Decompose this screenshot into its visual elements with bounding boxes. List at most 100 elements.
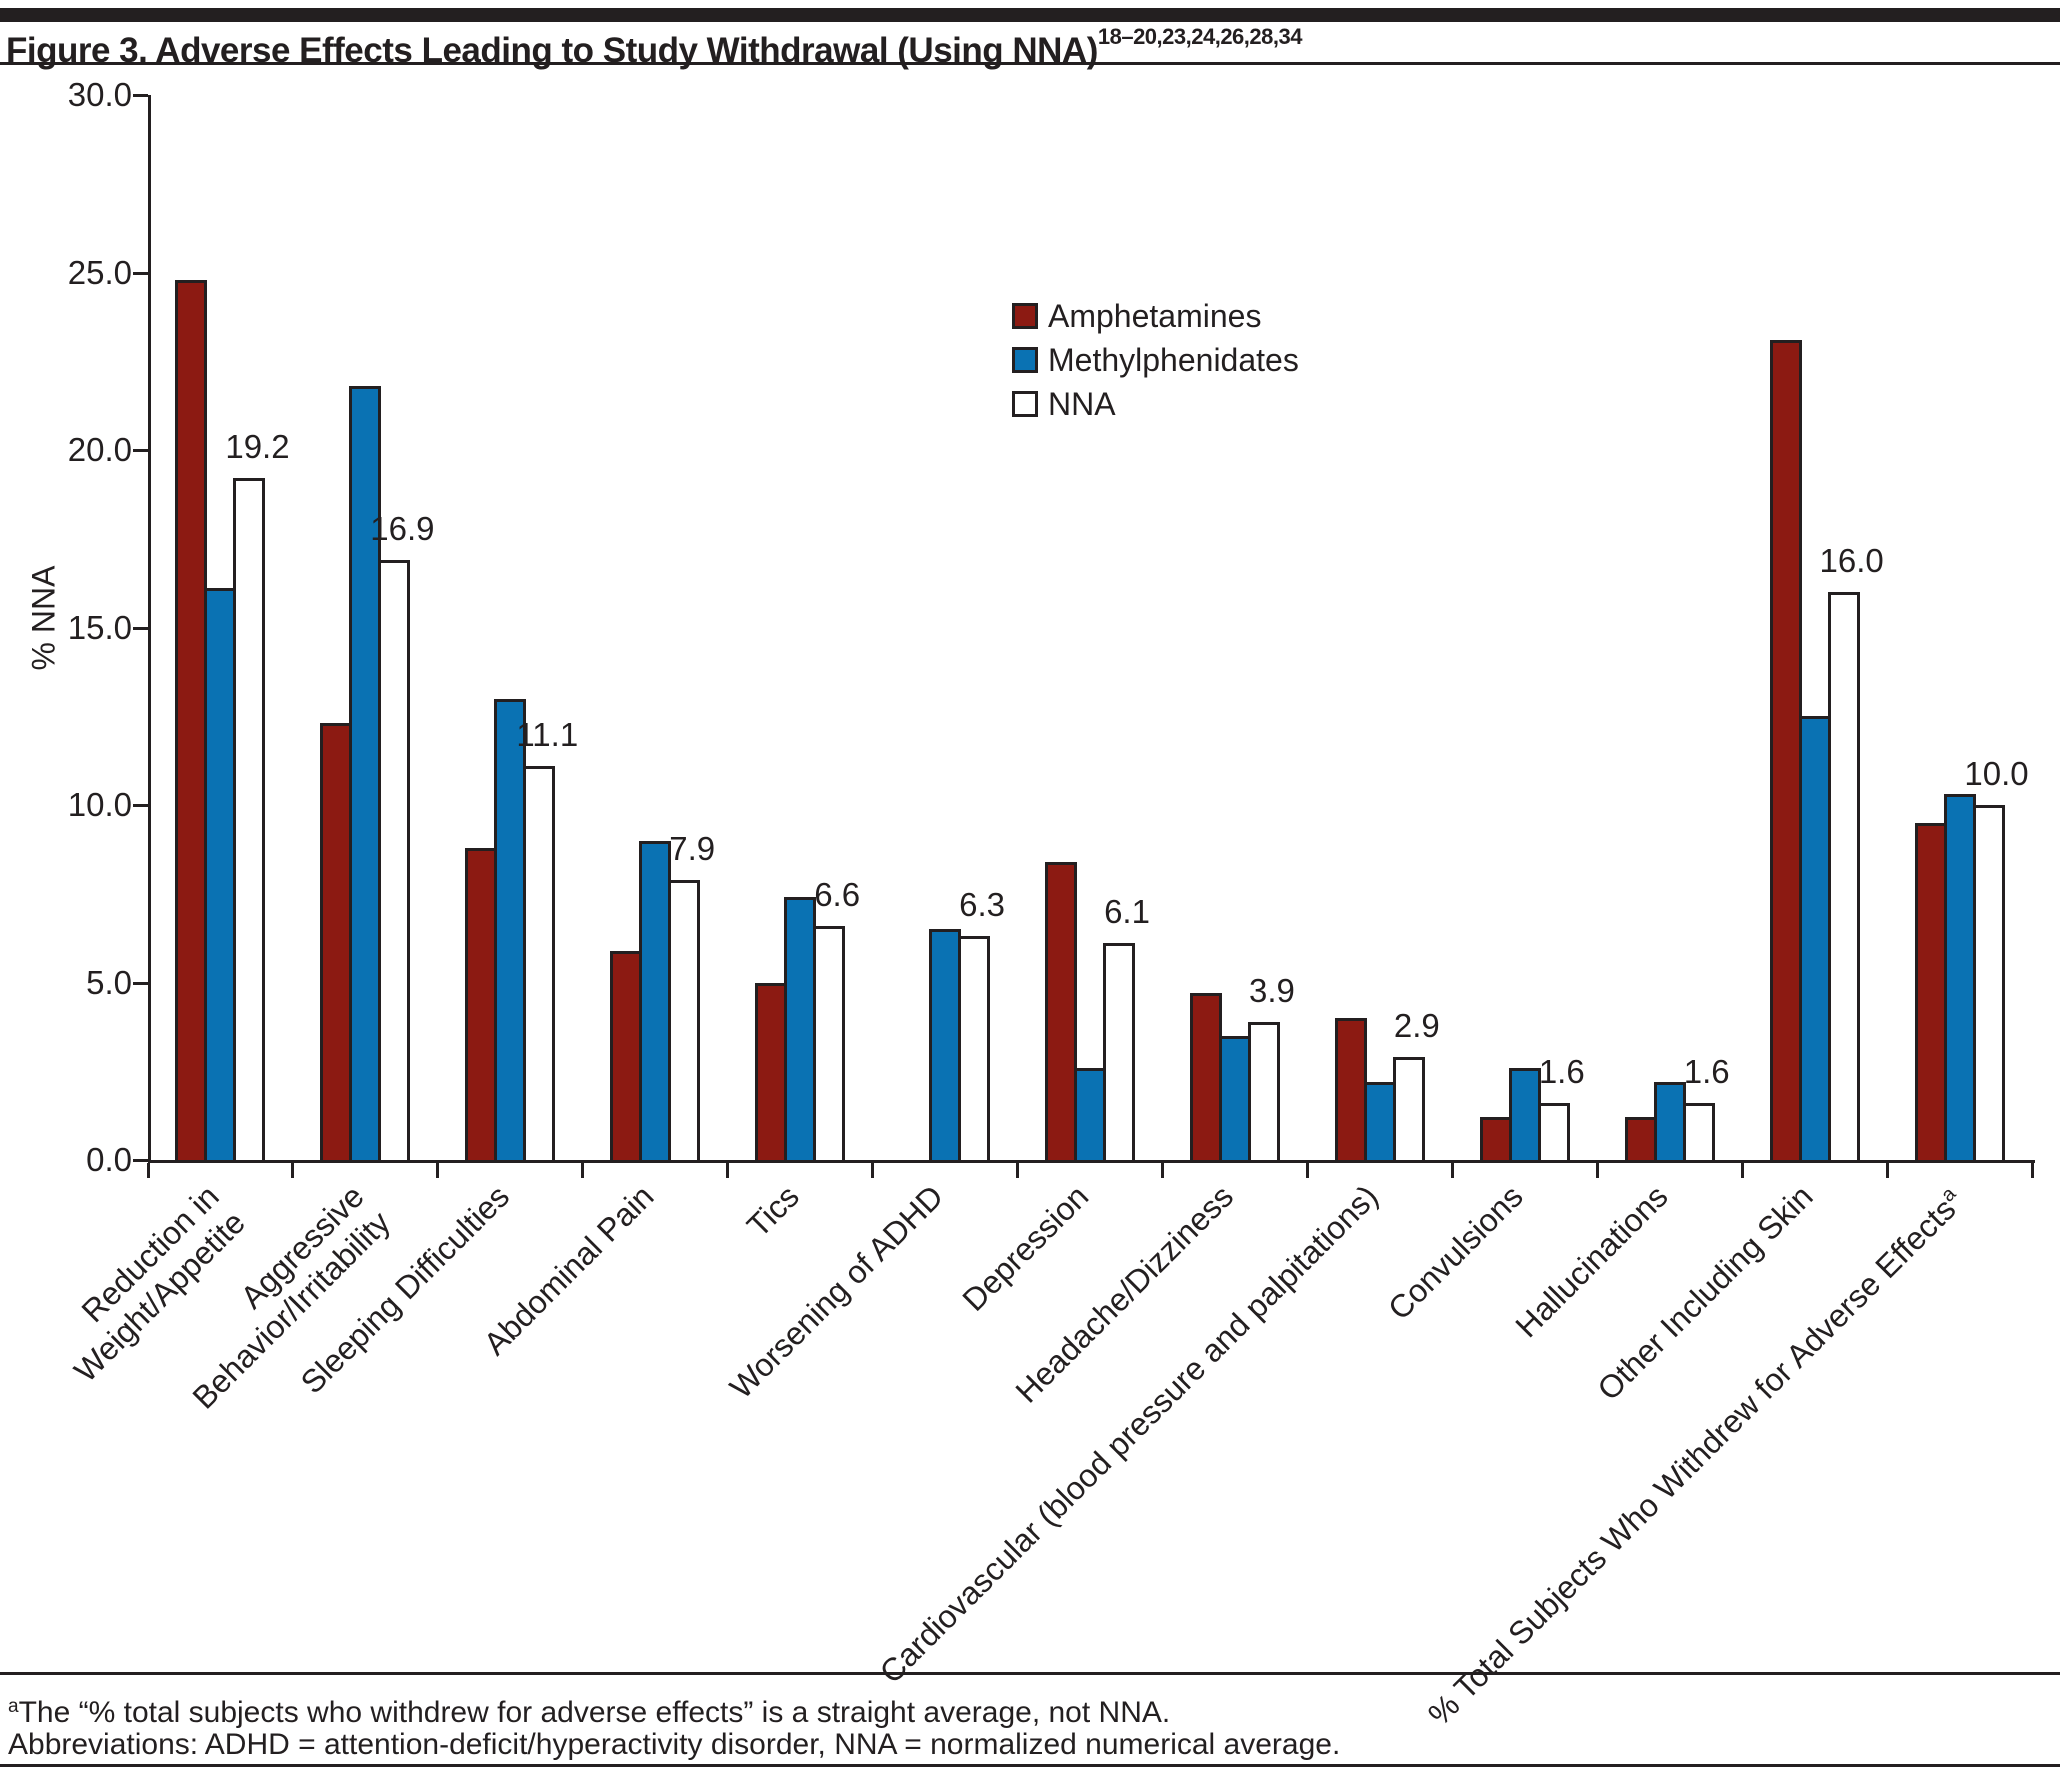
figure-title-citations: 18–20,23,24,26,28,34 bbox=[1097, 24, 1303, 49]
bar-amphetamines-4 bbox=[755, 982, 788, 1163]
y-tick-label: 25.0 bbox=[67, 253, 132, 291]
nna-value-label-1: 16.9 bbox=[370, 510, 435, 548]
footnote: aThe “% total subjects who withdrew for … bbox=[8, 1688, 1170, 1731]
footnote-top-rule bbox=[0, 1672, 2060, 1675]
bar-nna-6 bbox=[1103, 943, 1135, 1163]
bar-amphetamines-10 bbox=[1624, 1117, 1657, 1163]
bar-nna-5 bbox=[958, 936, 991, 1163]
legend-label-nna: NNA bbox=[1048, 386, 1116, 422]
x-axis-tick bbox=[1016, 1163, 1020, 1178]
nna-value-label-9: 1.6 bbox=[1538, 1053, 1585, 1091]
nna-value-label-10: 1.6 bbox=[1683, 1053, 1730, 1091]
nna-value-label-12: 10.0 bbox=[1964, 755, 2029, 792]
x-axis-tick bbox=[726, 1163, 730, 1178]
x-axis-category-label-6: Depression bbox=[955, 1178, 1096, 1318]
y-tick-label: 10.0 bbox=[67, 786, 132, 823]
bar-methylphenidates-3 bbox=[639, 840, 672, 1163]
legend-item-nna: NNA bbox=[1012, 388, 1299, 420]
nna-value-label-6: 6.1 bbox=[1104, 893, 1150, 931]
bar-methylphenidates-8 bbox=[1363, 1081, 1396, 1163]
bar-methylphenidates-4 bbox=[784, 897, 817, 1163]
y-tick-label: 5.0 bbox=[86, 963, 132, 1001]
x-axis-tick bbox=[146, 1163, 150, 1178]
y-axis-tick bbox=[133, 981, 148, 985]
bar-amphetamines-8 bbox=[1334, 1018, 1367, 1163]
bar-nna-8 bbox=[1392, 1057, 1425, 1163]
x-axis-tick bbox=[1305, 1163, 1309, 1178]
y-axis-tick bbox=[133, 804, 148, 807]
bar-methylphenidates-9 bbox=[1508, 1067, 1541, 1163]
x-axis-tick bbox=[581, 1163, 585, 1178]
nna-value-label-2: 11.1 bbox=[516, 715, 579, 753]
legend-swatch-amphetamines bbox=[1012, 303, 1038, 329]
legend-item-amphetamines: Amphetamines bbox=[1012, 300, 1299, 332]
bar-nna-10 bbox=[1682, 1103, 1715, 1163]
y-axis-tick bbox=[133, 626, 148, 630]
x-axis-tick bbox=[1595, 1163, 1599, 1178]
bar-amphetamines-2 bbox=[465, 847, 498, 1163]
category-label-superscript: a bbox=[1936, 1182, 1961, 1207]
y-axis-tick bbox=[133, 449, 148, 452]
bar-methylphenidates-6 bbox=[1074, 1067, 1106, 1163]
x-axis-category-label-12: % Total Subjects Who Withdrew for Advers… bbox=[1420, 1182, 1963, 1733]
bar-methylphenidates-5 bbox=[929, 929, 962, 1163]
bar-amphetamines-1 bbox=[320, 723, 353, 1163]
bar-nna-4 bbox=[813, 925, 846, 1163]
x-axis-tick bbox=[291, 1163, 295, 1178]
x-axis-tick bbox=[1885, 1163, 1889, 1178]
nna-value-label-11: 16.0 bbox=[1819, 542, 1884, 579]
bar-nna-7 bbox=[1247, 1021, 1280, 1163]
y-tick-label: 0.0 bbox=[86, 1141, 132, 1178]
bar-methylphenidates-7 bbox=[1218, 1035, 1251, 1163]
y-axis-tick bbox=[133, 94, 148, 97]
bar-amphetamines-6 bbox=[1045, 861, 1077, 1163]
legend-swatch-nna bbox=[1012, 391, 1038, 417]
x-axis-tick bbox=[1160, 1163, 1164, 1178]
bar-nna-11 bbox=[1827, 592, 1860, 1163]
nna-value-label-0: 19.2 bbox=[225, 428, 290, 466]
nna-value-label-5: 6.3 bbox=[959, 886, 1005, 924]
y-axis-line bbox=[148, 95, 151, 1163]
y-axis-tick bbox=[133, 1159, 148, 1162]
bar-methylphenidates-1 bbox=[349, 386, 382, 1163]
nna-value-label-7: 3.9 bbox=[1248, 971, 1295, 1009]
x-axis-tick bbox=[1450, 1163, 1454, 1178]
legend-swatch-methylphenidates bbox=[1012, 347, 1038, 373]
bar-methylphenidates-0 bbox=[204, 588, 237, 1163]
x-axis-tick bbox=[436, 1163, 440, 1178]
legend-label-amphetamines: Amphetamines bbox=[1048, 298, 1262, 334]
bar-amphetamines-0 bbox=[175, 279, 208, 1163]
bar-methylphenidates-11 bbox=[1798, 716, 1831, 1163]
bar-amphetamines-3 bbox=[610, 950, 643, 1163]
abbreviations-note: Abbreviations: ADHD = attention-deficit/… bbox=[8, 1728, 1341, 1761]
bar-amphetamines-12 bbox=[1914, 822, 1947, 1163]
x-axis-tick bbox=[871, 1163, 875, 1178]
bar-nna-0 bbox=[233, 478, 266, 1163]
bar-nna-12 bbox=[1972, 805, 2005, 1163]
y-tick-label: 15.0 bbox=[67, 608, 132, 646]
bar-methylphenidates-2 bbox=[494, 698, 527, 1163]
nna-value-label-4: 6.6 bbox=[814, 875, 861, 913]
x-axis-category-label-8: Cardiovascular (blood pressure and palpi… bbox=[873, 1178, 1386, 1691]
bar-nna-9 bbox=[1537, 1103, 1570, 1163]
x-axis-tick bbox=[1740, 1163, 1744, 1178]
x-axis-category-label-9: Convulsions bbox=[1381, 1178, 1531, 1327]
nna-value-label-3: 7.9 bbox=[669, 829, 716, 867]
y-axis-tick bbox=[133, 271, 148, 275]
bottom-rule bbox=[0, 1764, 2060, 1767]
legend-item-methylphenidates: Methylphenidates bbox=[1012, 344, 1299, 376]
x-axis-tick bbox=[2030, 1163, 2034, 1178]
footnote-text: The “% total subjects who withdrew for a… bbox=[18, 1696, 1171, 1729]
legend-label-methylphenidates: Methylphenidates bbox=[1048, 342, 1299, 378]
y-axis-label: % NNA bbox=[25, 565, 62, 671]
bar-amphetamines-9 bbox=[1479, 1117, 1512, 1163]
top-thick-rule bbox=[0, 8, 2060, 22]
bar-nna-2 bbox=[523, 765, 556, 1163]
y-tick-label: 30.0 bbox=[67, 76, 132, 113]
legend: Amphetamines Methylphenidates NNA bbox=[1012, 300, 1299, 432]
y-tick-label: 20.0 bbox=[67, 431, 132, 468]
bar-methylphenidates-10 bbox=[1653, 1081, 1686, 1163]
nna-value-label-8: 2.9 bbox=[1393, 1007, 1440, 1045]
title-divider-rule bbox=[0, 62, 2060, 65]
